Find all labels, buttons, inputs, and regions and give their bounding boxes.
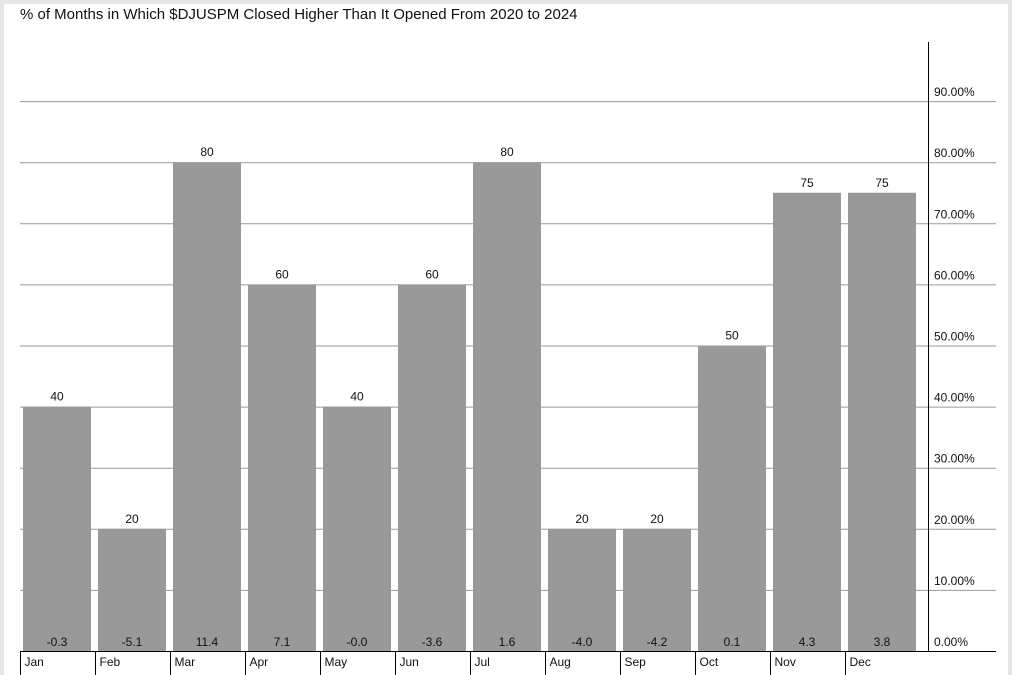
y-tick-label: 40.00% bbox=[934, 391, 975, 405]
bar-bottom-label: 11.4 bbox=[196, 635, 219, 649]
x-tick-label: Dec bbox=[850, 655, 871, 669]
bar-oct bbox=[698, 345, 766, 651]
bar-mar bbox=[173, 162, 241, 651]
bar-aug bbox=[548, 528, 616, 651]
bar-sep bbox=[623, 528, 691, 651]
y-tick-label: 20.00% bbox=[934, 513, 975, 527]
frame-left bbox=[0, 0, 4, 675]
y-tick-label: 50.00% bbox=[934, 330, 975, 344]
x-tick-label: Jul bbox=[475, 655, 490, 669]
chart-title: % of Months in Which $DJUSPM Closed High… bbox=[20, 6, 578, 23]
x-tick-label: Mar bbox=[175, 655, 196, 669]
bar-value-label: 20 bbox=[575, 512, 589, 526]
bar-value-label: 40 bbox=[50, 390, 64, 404]
bar-nov bbox=[773, 192, 841, 651]
bar-may bbox=[323, 406, 391, 651]
frame-top bbox=[0, 0, 1012, 4]
x-tick-label: Oct bbox=[700, 655, 719, 669]
y-tick-label: 10.00% bbox=[934, 574, 975, 588]
bar-bottom-label: 3.8 bbox=[874, 635, 891, 649]
y-tick-label: 30.00% bbox=[934, 452, 975, 466]
bar-value-label: 20 bbox=[125, 512, 139, 526]
bar-value-label: 60 bbox=[275, 267, 289, 281]
bar-value-label: 80 bbox=[500, 145, 514, 159]
x-tick-label: Apr bbox=[250, 655, 269, 669]
bar-bottom-label: 0.1 bbox=[724, 635, 741, 649]
bar-bottom-label: -0.0 bbox=[347, 635, 368, 649]
bar-bottom-label: 4.3 bbox=[799, 635, 816, 649]
x-tick-label: Jan bbox=[25, 655, 44, 669]
y-tick-label: 80.00% bbox=[934, 146, 975, 160]
bar-value-label: 75 bbox=[800, 176, 814, 190]
y-tick-label: 70.00% bbox=[934, 207, 975, 221]
bar-bottom-label: -3.6 bbox=[422, 635, 443, 649]
x-tick-label: Jun bbox=[400, 655, 419, 669]
bar-bottom-label: -4.2 bbox=[647, 635, 668, 649]
bar-bottom-label: -4.0 bbox=[572, 635, 593, 649]
bar-bottom-label: -5.1 bbox=[122, 635, 143, 649]
bar-dec bbox=[848, 192, 916, 651]
y-tick-label: 60.00% bbox=[934, 268, 975, 282]
bar-apr bbox=[248, 284, 316, 651]
x-tick-label: May bbox=[325, 655, 348, 669]
bar-value-label: 40 bbox=[350, 390, 364, 404]
bar-value-label: 60 bbox=[425, 267, 439, 281]
bar-bottom-label: -0.3 bbox=[47, 635, 68, 649]
bar-bottom-label: 1.6 bbox=[499, 635, 516, 649]
bar-jan bbox=[23, 406, 91, 651]
bar-value-label: 75 bbox=[875, 176, 889, 190]
bar-jun bbox=[398, 284, 466, 651]
frame-right bbox=[1008, 0, 1012, 675]
y-tick-label: 90.00% bbox=[934, 85, 975, 99]
bar-value-label: 50 bbox=[725, 329, 739, 343]
x-tick-label: Sep bbox=[625, 655, 647, 669]
bar-value-label: 20 bbox=[650, 512, 664, 526]
bar-bottom-label: 7.1 bbox=[274, 635, 291, 649]
x-tick-label: Aug bbox=[550, 655, 571, 669]
x-tick-label: Nov bbox=[775, 655, 796, 669]
bar-value-label: 80 bbox=[200, 145, 214, 159]
y-tick-label: 0.00% bbox=[934, 635, 968, 649]
bar-jul bbox=[473, 162, 541, 651]
bar-feb bbox=[98, 528, 166, 651]
x-tick-label: Feb bbox=[100, 655, 121, 669]
